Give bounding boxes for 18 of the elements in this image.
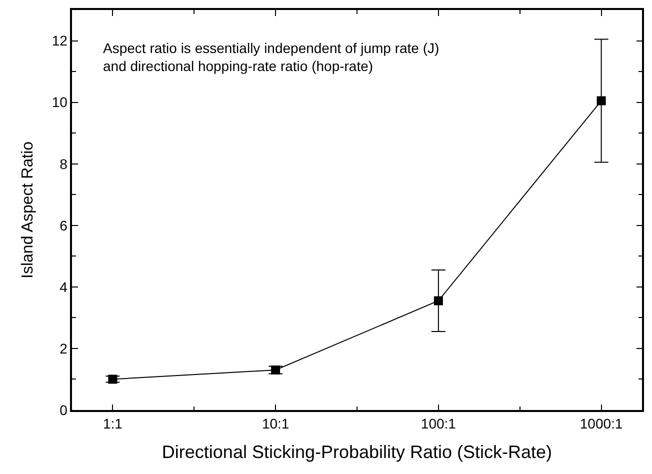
point	[434, 296, 443, 306]
y-tick-label: 4	[60, 278, 68, 295]
x-tick-label: 10:1	[262, 416, 290, 432]
y-tick-label: 0	[60, 402, 68, 418]
point	[596, 96, 606, 106]
y-tick-label: 6	[60, 217, 68, 234]
point	[271, 366, 280, 374]
point	[108, 374, 118, 384]
x-axis-title: Directional Sticking-Probability Ratio (Stick-Rate)	[162, 442, 552, 462]
y-tick-label: 2	[60, 340, 68, 356]
y-tick-label: 12	[52, 32, 68, 49]
annotation: Aspect ratio is essentially independent of jump rate (J) and directional hopping-rate ratio (hop-rate)	[103, 40, 440, 74]
x-tick-label: 1000:1	[580, 416, 623, 432]
y-tick-label: 10	[52, 94, 68, 110]
y-tick-label: 8	[60, 156, 68, 172]
y-axis-title: Island Aspect Ratio	[19, 141, 36, 278]
x-tick-label: 100:1	[420, 416, 456, 432]
x-tick-label: 1:1	[102, 416, 123, 432]
